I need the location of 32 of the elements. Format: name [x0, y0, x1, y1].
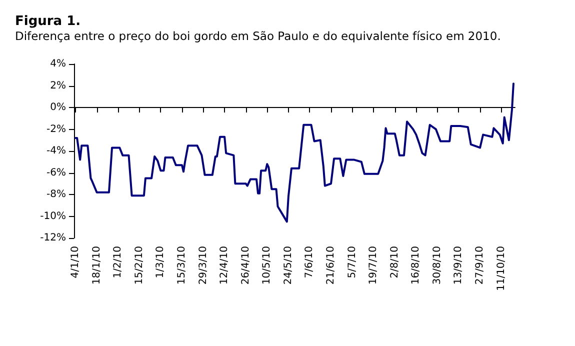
- x-tick-label: 15/2/10: [134, 246, 145, 285]
- x-tick-label: 30/8/10: [432, 246, 443, 285]
- chart-title: Figura 1.: [15, 14, 81, 29]
- x-tick-label: 2/8/10: [389, 246, 400, 278]
- x-tick-label: 5/7/10: [346, 246, 358, 278]
- x-tick-label: 4/1/10: [70, 246, 82, 278]
- x-tick-label: 27/9/10: [474, 246, 486, 285]
- x-tick-label: 19/7/10: [368, 246, 380, 285]
- x-tick-label: 18/1/10: [91, 246, 102, 285]
- x-tick-label: 24/5/10: [282, 246, 294, 285]
- x-tick-label: 29/3/10: [198, 246, 209, 285]
- x-tick-label: 1/3/10: [155, 246, 166, 278]
- x-tick-label: 12/4/10: [219, 246, 230, 285]
- x-tick-label: 15/3/10: [176, 246, 188, 285]
- x-tick-label: 13/9/10: [453, 246, 464, 285]
- y-tick-label: -4%: [46, 146, 66, 156]
- y-tick-label: 4%: [50, 58, 66, 70]
- x-tick-label: 10/5/10: [262, 246, 273, 285]
- y-tick-label: -8%: [46, 189, 66, 200]
- y-tick-label: -6%: [46, 167, 66, 178]
- x-tick-label: 16/8/10: [410, 246, 422, 285]
- x-tick-label: 21/6/10: [325, 246, 336, 285]
- y-tick-label: -2%: [46, 124, 66, 135]
- y-tick-label: -12%: [40, 232, 66, 244]
- x-tick-label: 26/4/10: [240, 246, 252, 285]
- y-tick-label: 0%: [50, 102, 66, 113]
- x-tick-label: 1/2/10: [112, 246, 124, 278]
- x-tick-label: 11/10/10: [496, 246, 507, 291]
- chart-subtitle: Diferença entre o preço do boi gordo em São Paulo e do equivalente físico em 2010.: [15, 29, 501, 43]
- x-tick-label: 7/6/10: [304, 246, 316, 278]
- y-tick-label: -10%: [40, 210, 66, 222]
- y-tick-label: 2%: [50, 80, 66, 92]
